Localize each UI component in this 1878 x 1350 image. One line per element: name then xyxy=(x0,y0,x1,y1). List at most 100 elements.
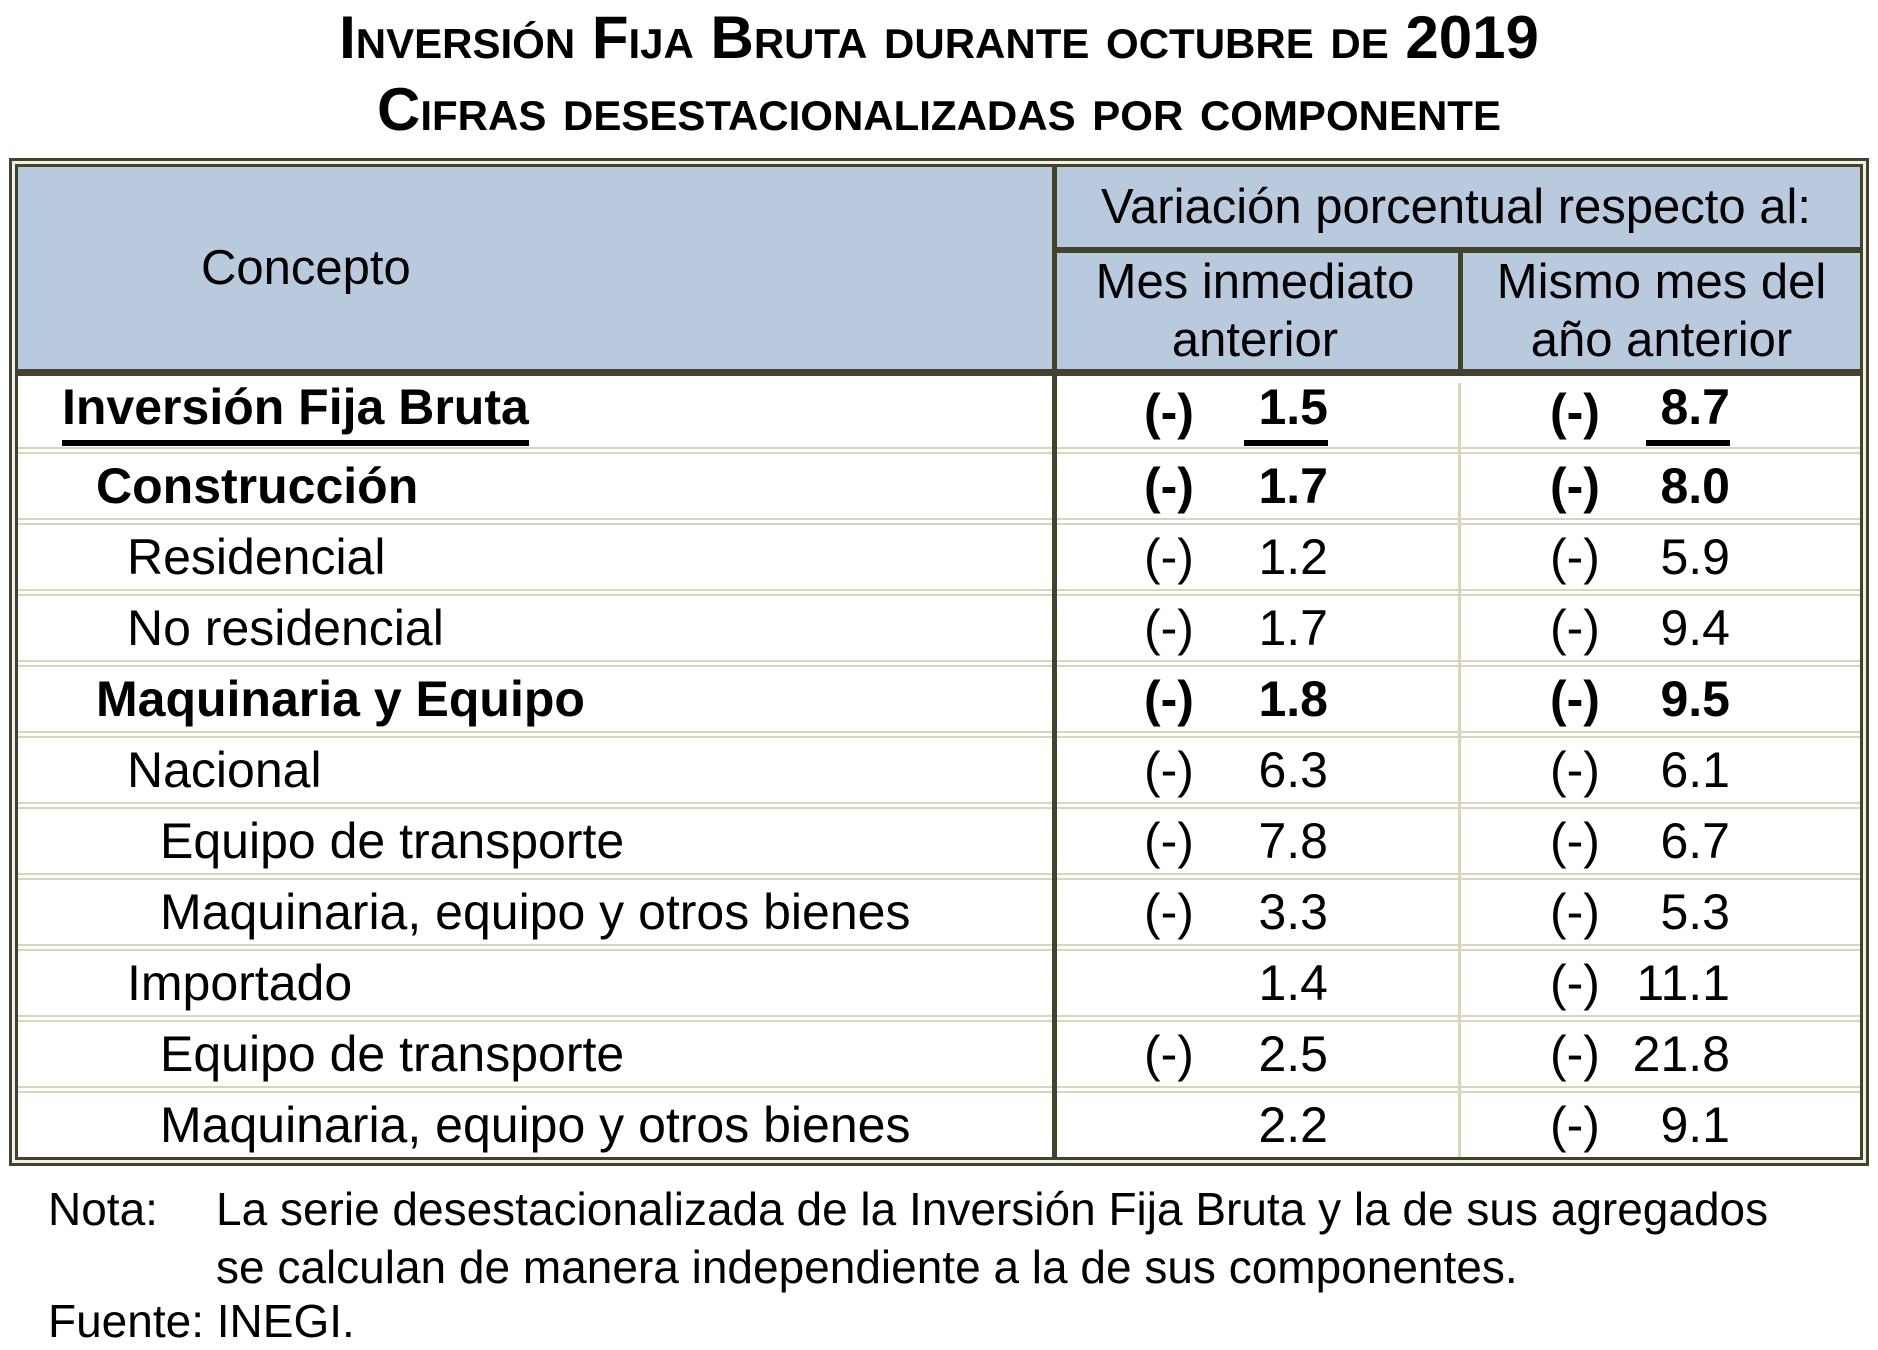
yoy-sign: (-) xyxy=(1550,458,1600,514)
concept-cell: Importado xyxy=(18,944,1052,1015)
table-frame: Concepto Variación porcentual respecto a… xyxy=(9,158,1869,1166)
yoy-cell: (-) 8.0 xyxy=(1458,447,1860,518)
mom-value: 1.4 xyxy=(1258,955,1328,1011)
concept-label: Maquinaria, equipo y otros bienes xyxy=(160,1097,911,1153)
yoy-value: 6.7 xyxy=(1660,813,1730,869)
yoy-sign: (-) xyxy=(1550,1026,1600,1082)
mom-sign: (-) xyxy=(1144,813,1194,869)
yoy-value: 6.1 xyxy=(1660,742,1730,798)
variation-span-header-label: Variación porcentual respecto al: xyxy=(1101,180,1811,234)
table-row: Maquinaria, equipo y otros bienes (-) 3.3(… xyxy=(18,873,1860,944)
mom-sign: (-) xyxy=(1144,884,1194,940)
mom-value: 1.2 xyxy=(1258,529,1328,585)
mom-value: 7.8 xyxy=(1258,813,1328,869)
concept-label: Construcción xyxy=(96,458,419,514)
column-divider-light xyxy=(1458,383,1461,1157)
concept-label: Residencial xyxy=(127,529,386,585)
yoy-header-label: Mismo mes del año anterior xyxy=(1496,255,1827,367)
mom-cell: (-) 1.7 xyxy=(1052,589,1458,660)
mom-header-cell: Mes inmediato anterior xyxy=(1052,253,1458,376)
yoy-cell: (-) 8.7 xyxy=(1458,376,1860,447)
note-text: La serie desestacionalizada de la Invers… xyxy=(216,1180,1768,1296)
page-title: Inversión Fija Bruta durante octubre de … xyxy=(0,2,1878,146)
yoy-value: 8.0 xyxy=(1660,458,1730,514)
table-row: Residencial (-) 1.2 (-) 5.9 xyxy=(18,518,1860,589)
concept-cell: Residencial xyxy=(18,518,1052,589)
note-text-line2: se calculan de manera independiente a la… xyxy=(216,1241,1518,1293)
yoy-cell: (-) 5.9 xyxy=(1458,518,1860,589)
yoy-cell: (-) 9.4 xyxy=(1458,589,1860,660)
table-body: Inversión Fija Bruta (-) 1.5 (-) 8.7 Construc… xyxy=(18,376,1860,1157)
concept-cell: Maquinaria, equipo y otros bienes xyxy=(18,873,1052,944)
title-line-1: Inversión Fija Bruta durante octubre de … xyxy=(339,4,1539,71)
table-row: Maquinaria, equipo y otros bienes 2.2 (-) 9… xyxy=(18,1086,1860,1157)
mom-value: 3.3 xyxy=(1258,884,1328,940)
mom-value: 1.5 xyxy=(1244,378,1328,446)
concept-cell: Nacional xyxy=(18,731,1052,802)
note: Nota: La serie desestacionalizada de la … xyxy=(48,1180,1768,1296)
table-row: Importado 1.4 (-) 11.1 xyxy=(18,944,1860,1015)
yoy-cell: (-) 6.7 xyxy=(1458,802,1860,873)
mom-cell: (-) 1.8 xyxy=(1052,660,1458,731)
yoy-value: 9.1 xyxy=(1660,1097,1730,1153)
data-table: Concepto Variación porcentual respecto a… xyxy=(18,167,1860,1157)
concept-label: Equipo de transporte xyxy=(160,813,625,869)
column-divider-dark xyxy=(1052,167,1057,1157)
yoy-value: 9.4 xyxy=(1660,600,1730,656)
table-row: Equipo de transporte (-) 2.5 (-) 21.8 xyxy=(18,1015,1860,1086)
mom-value: 1.7 xyxy=(1258,600,1328,656)
mom-value: 1.8 xyxy=(1258,671,1328,727)
yoy-cell: (-) 5.3 xyxy=(1458,873,1860,944)
source-line: Fuente: INEGI. xyxy=(48,1295,355,1347)
variation-span-header-cell: Variación porcentual respecto al: xyxy=(1052,167,1860,253)
mom-sign: (-) xyxy=(1144,671,1194,727)
yoy-sign: (-) xyxy=(1550,884,1600,940)
table-header: Concepto Variación porcentual respecto a… xyxy=(18,167,1860,376)
yoy-cell: (-) 9.1 xyxy=(1458,1086,1860,1157)
concept-cell: No residencial xyxy=(18,589,1052,660)
yoy-sign: (-) xyxy=(1550,529,1600,585)
mom-cell: (-) 1.5 xyxy=(1052,376,1458,447)
mom-sign: (-) xyxy=(1144,1026,1194,1082)
yoy-cell: (-) 9.5 xyxy=(1458,660,1860,731)
mom-sign: (-) xyxy=(1144,458,1194,514)
mom-cell: (-) 1.2 xyxy=(1052,518,1458,589)
mom-value: 1.7 xyxy=(1258,458,1328,514)
yoy-sign: (-) xyxy=(1550,383,1600,440)
concept-label: No residencial xyxy=(127,600,444,656)
table-inner-frame: Concepto Variación porcentual respecto a… xyxy=(15,164,1863,1160)
table-row: Inversión Fija Bruta (-) 1.5 (-) 8.7 xyxy=(18,376,1860,447)
concept-label: Equipo de transporte xyxy=(160,1026,625,1082)
yoy-sign: (-) xyxy=(1550,955,1600,1011)
mom-cell: (-) 1.7 xyxy=(1052,447,1458,518)
mom-value: 2.5 xyxy=(1258,1026,1328,1082)
table-row: No residencial (-) 1.7 (-) 9.4 xyxy=(18,589,1860,660)
mom-cell: 1.4 xyxy=(1052,944,1458,1015)
mom-sign: (-) xyxy=(1144,383,1194,440)
concept-cell: Equipo de transporte xyxy=(18,802,1052,873)
concept-cell: Equipo de transporte xyxy=(18,1015,1052,1086)
header-row-sub: Mes inmediato anterior Mismo mes del año… xyxy=(18,253,1860,376)
concept-label: Inversión Fija Bruta xyxy=(62,378,529,446)
concept-label: Maquinaria, equipo y otros bienes xyxy=(160,884,911,940)
concept-cell: Inversión Fija Bruta xyxy=(18,376,1052,447)
title-line-2: Cifras desestacionalizadas por component… xyxy=(377,76,1501,143)
yoy-sign: (-) xyxy=(1550,813,1600,869)
mom-cell: (-) 3.3 xyxy=(1052,873,1458,944)
mom-value: 2.2 xyxy=(1258,1097,1328,1153)
yoy-header-cell: Mismo mes del año anterior xyxy=(1458,253,1860,376)
mom-sign: (-) xyxy=(1144,600,1194,656)
yoy-cell: (-) 6.1 xyxy=(1458,731,1860,802)
yoy-value: 5.3 xyxy=(1660,884,1730,940)
yoy-sign: (-) xyxy=(1550,742,1600,798)
concept-cell: Maquinaria y Equipo xyxy=(18,660,1052,731)
yoy-value: 9.5 xyxy=(1660,671,1730,727)
yoy-sign: (-) xyxy=(1550,600,1600,656)
concept-label: Nacional xyxy=(127,742,322,798)
mom-sign: (-) xyxy=(1144,742,1194,798)
mom-sign: (-) xyxy=(1144,529,1194,585)
table-row: Nacional (-) 6.3 (-) 6.1 xyxy=(18,731,1860,802)
concepto-header-label: Concepto xyxy=(201,241,411,295)
yoy-cell: (-) 11.1 xyxy=(1458,944,1860,1015)
concept-label: Importado xyxy=(127,955,353,1011)
